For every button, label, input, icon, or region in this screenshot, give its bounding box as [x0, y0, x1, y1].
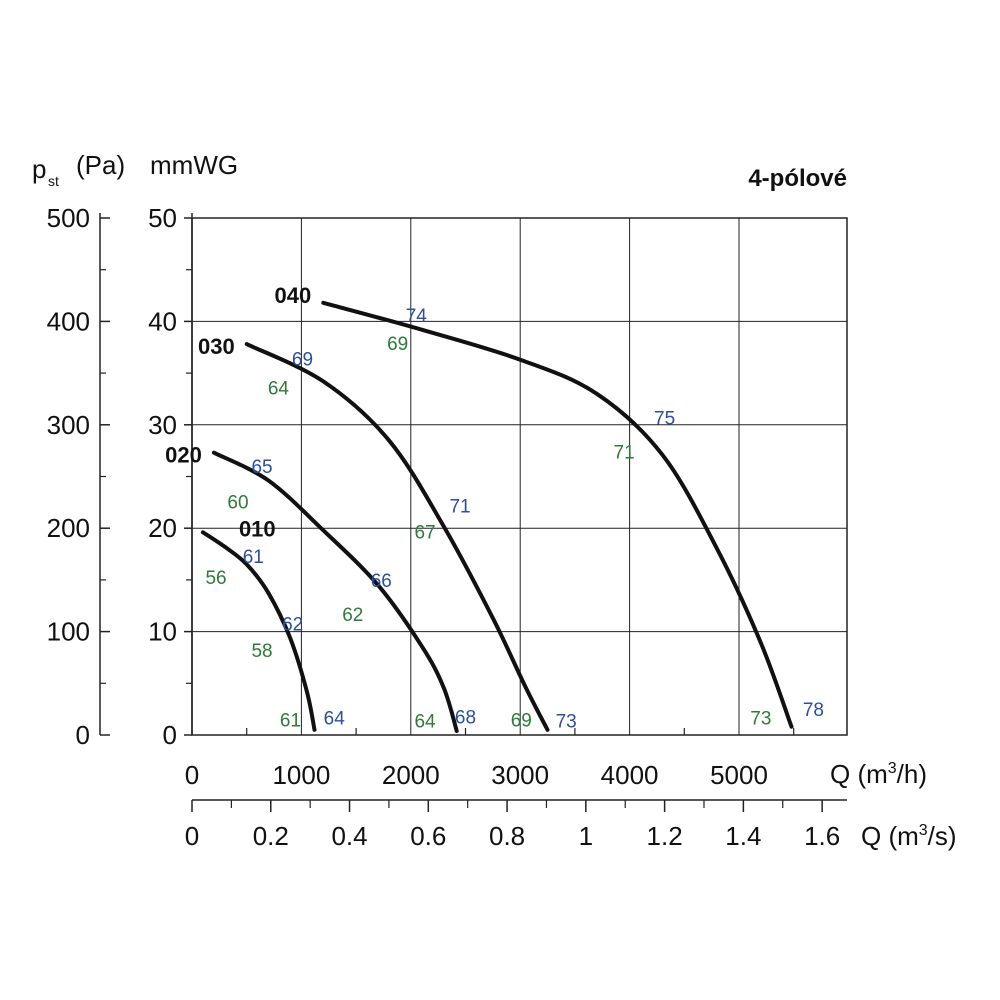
x-m3s-tick-label: 1.6 — [804, 821, 840, 851]
value-label: 67 — [414, 522, 435, 543]
x-m3s-tick-label: 0.2 — [253, 821, 289, 851]
mmwg-tick-label: 40 — [148, 306, 177, 336]
pa-tick-label: 100 — [47, 617, 90, 647]
x-m3h-tick-label: 2000 — [382, 760, 440, 790]
value-label: 56 — [205, 568, 226, 589]
value-label: 60 — [227, 492, 248, 513]
pressure-pa-label-p: p — [32, 154, 46, 184]
curves — [200, 300, 794, 733]
curve-name-010: 010 — [239, 516, 276, 541]
mmwg-label: mmWG — [150, 150, 238, 180]
mmwg-tick-label: 50 — [148, 203, 177, 233]
chart-title: 4-pólové — [748, 165, 847, 192]
value-label: 73 — [750, 708, 771, 729]
pa-axis: 0 100 200 300 400 500 — [47, 203, 110, 750]
value-label: 75 — [654, 409, 675, 430]
x-axis-m3s-title: Q (m3/s) — [861, 821, 957, 851]
x-m3s-tick-label: 1 — [579, 821, 593, 851]
x-m3s-tick-label: 1.2 — [647, 821, 683, 851]
curve-040 — [321, 300, 794, 729]
mmwg-tick-label: 0 — [163, 720, 177, 750]
value-label: 73 — [556, 712, 577, 733]
x-m3s-tick-label: 1.4 — [725, 821, 761, 851]
value-label: 64 — [324, 708, 346, 729]
value-label: 74 — [406, 306, 428, 327]
value-label: 61 — [280, 710, 301, 731]
curve-name-040: 040 — [275, 283, 312, 308]
curve-010 — [200, 530, 317, 732]
pressure-pa-label-unit: (Pa) — [76, 150, 125, 180]
x-m3s-tick-label: 0.8 — [489, 821, 525, 851]
mmwg-tick-label: 10 — [148, 617, 177, 647]
pa-tick-label: 200 — [47, 513, 90, 543]
curve-020 — [211, 450, 459, 733]
value-label: 61 — [243, 547, 264, 568]
value-label: 69 — [511, 710, 532, 731]
x-m3h-tick-label: 5000 — [710, 760, 768, 790]
x-m3s-tick-label: 0.6 — [410, 821, 446, 851]
value-label: 69 — [387, 334, 408, 355]
pa-tick-label: 300 — [47, 410, 90, 440]
value-label: 65 — [251, 457, 272, 478]
value-label: 62 — [282, 614, 303, 635]
grid — [192, 218, 847, 735]
curve-030 — [244, 342, 550, 732]
value-label: 78 — [803, 700, 824, 721]
x-axis-m3h-title: Q (m3/h) — [830, 759, 927, 789]
x-m3h-tick-label: 4000 — [601, 760, 659, 790]
curve-name-030: 030 — [198, 334, 235, 359]
pa-tick-label: 400 — [47, 306, 90, 336]
curve-name-020: 020 — [165, 443, 202, 468]
value-label: 71 — [614, 443, 635, 464]
mmwg-axis: 0 10 20 30 40 50 — [148, 203, 192, 750]
value-label: 62 — [342, 605, 363, 626]
x-m3s-tick-label: 0 — [185, 821, 199, 851]
x-m3h-tick-label: 0 — [185, 760, 199, 790]
mmwg-tick-label: 30 — [148, 410, 177, 440]
value-label: 68 — [455, 707, 476, 728]
value-label: 71 — [449, 496, 470, 517]
x-axis-m3s: 0 0.2 0.4 0.6 0.8 1 1.2 1.4 1.6 — [185, 800, 840, 851]
x-m3h-tick-label: 3000 — [491, 760, 549, 790]
mmwg-tick-label: 20 — [148, 513, 177, 543]
pa-tick-label: 0 — [76, 720, 90, 750]
x-m3s-tick-label: 0.4 — [331, 821, 367, 851]
value-label: 64 — [268, 379, 290, 400]
x-axis-m3h: 0 1000 2000 3000 4000 5000 — [185, 728, 795, 790]
pressure-pa-label-sub: st — [48, 173, 59, 189]
value-label: 69 — [292, 350, 313, 371]
x-m3h-tick-label: 1000 — [272, 760, 330, 790]
value-label: 58 — [251, 641, 272, 662]
curve-names: 010 020 030 040 — [165, 283, 311, 542]
value-label: 66 — [371, 571, 392, 592]
value-label: 64 — [414, 712, 436, 733]
pa-tick-label: 500 — [47, 203, 90, 233]
